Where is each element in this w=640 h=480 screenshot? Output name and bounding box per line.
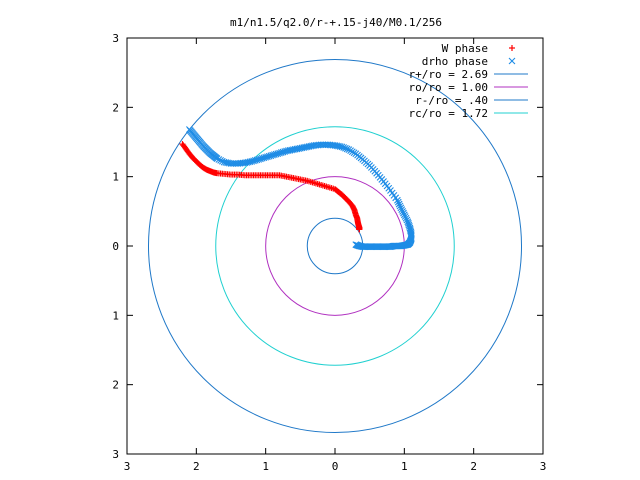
w-phase-point bbox=[356, 226, 363, 233]
drho-phase-point bbox=[402, 214, 410, 222]
legend-plus-marker bbox=[509, 45, 515, 51]
chart-title: m1/n1.5/q2.0/r-+.15-j40/M0.1/256 bbox=[230, 16, 442, 29]
x-tick-label: 3 bbox=[124, 460, 131, 473]
drho-phase-point bbox=[343, 145, 351, 153]
legend-label: drho phase bbox=[422, 55, 488, 68]
drho-phase-point bbox=[213, 155, 221, 163]
legend-cross-marker bbox=[508, 57, 516, 65]
drho-phase-point bbox=[215, 156, 223, 163]
y-tick-label: 3 bbox=[112, 448, 119, 461]
legend-label: r-/ro = .40 bbox=[415, 94, 488, 107]
x-tick-label: 3 bbox=[540, 460, 547, 473]
drho-phase-point bbox=[352, 241, 360, 249]
drho-phase-point bbox=[217, 156, 224, 164]
y-tick-label: 0 bbox=[112, 240, 119, 253]
y-tick-label: 2 bbox=[112, 101, 119, 114]
legend-label: W phase bbox=[442, 42, 488, 55]
legend-label: ro/ro = 1.00 bbox=[409, 81, 488, 94]
x-tick-label: 0 bbox=[332, 460, 339, 473]
x-tick-label: 1 bbox=[262, 460, 269, 473]
drho-phase-point bbox=[400, 211, 408, 219]
x-tick-label: 2 bbox=[470, 460, 477, 473]
radius-circle bbox=[147, 58, 523, 434]
x-tick-label: 1 bbox=[401, 460, 408, 473]
radius-circles bbox=[147, 58, 523, 434]
legend-label: rc/ro = 1.72 bbox=[409, 107, 488, 120]
x-tick-label: 2 bbox=[193, 460, 200, 473]
drho-phase-point bbox=[400, 209, 407, 217]
phase-points bbox=[179, 126, 415, 251]
drho-phase-point bbox=[394, 198, 402, 206]
legend-label: r+/ro = 2.69 bbox=[409, 68, 488, 81]
drho-phase-point bbox=[342, 144, 349, 152]
y-tick-label: 2 bbox=[112, 379, 119, 392]
drho-phase-point bbox=[395, 200, 403, 208]
drho-phase-point bbox=[396, 202, 404, 210]
drho-phase-point bbox=[397, 204, 405, 212]
drho-phase-point bbox=[340, 144, 348, 151]
radius-circle bbox=[215, 126, 455, 366]
drho-phase-point bbox=[399, 207, 406, 215]
drho-phase-point bbox=[394, 196, 401, 204]
drho-phase-point bbox=[401, 213, 409, 220]
y-tick-label: 3 bbox=[112, 32, 119, 45]
y-tick-label: 1 bbox=[112, 171, 119, 184]
y-tick-label: 1 bbox=[112, 309, 119, 322]
drho-phase-point bbox=[338, 143, 346, 151]
drho-phase-point bbox=[398, 206, 406, 213]
